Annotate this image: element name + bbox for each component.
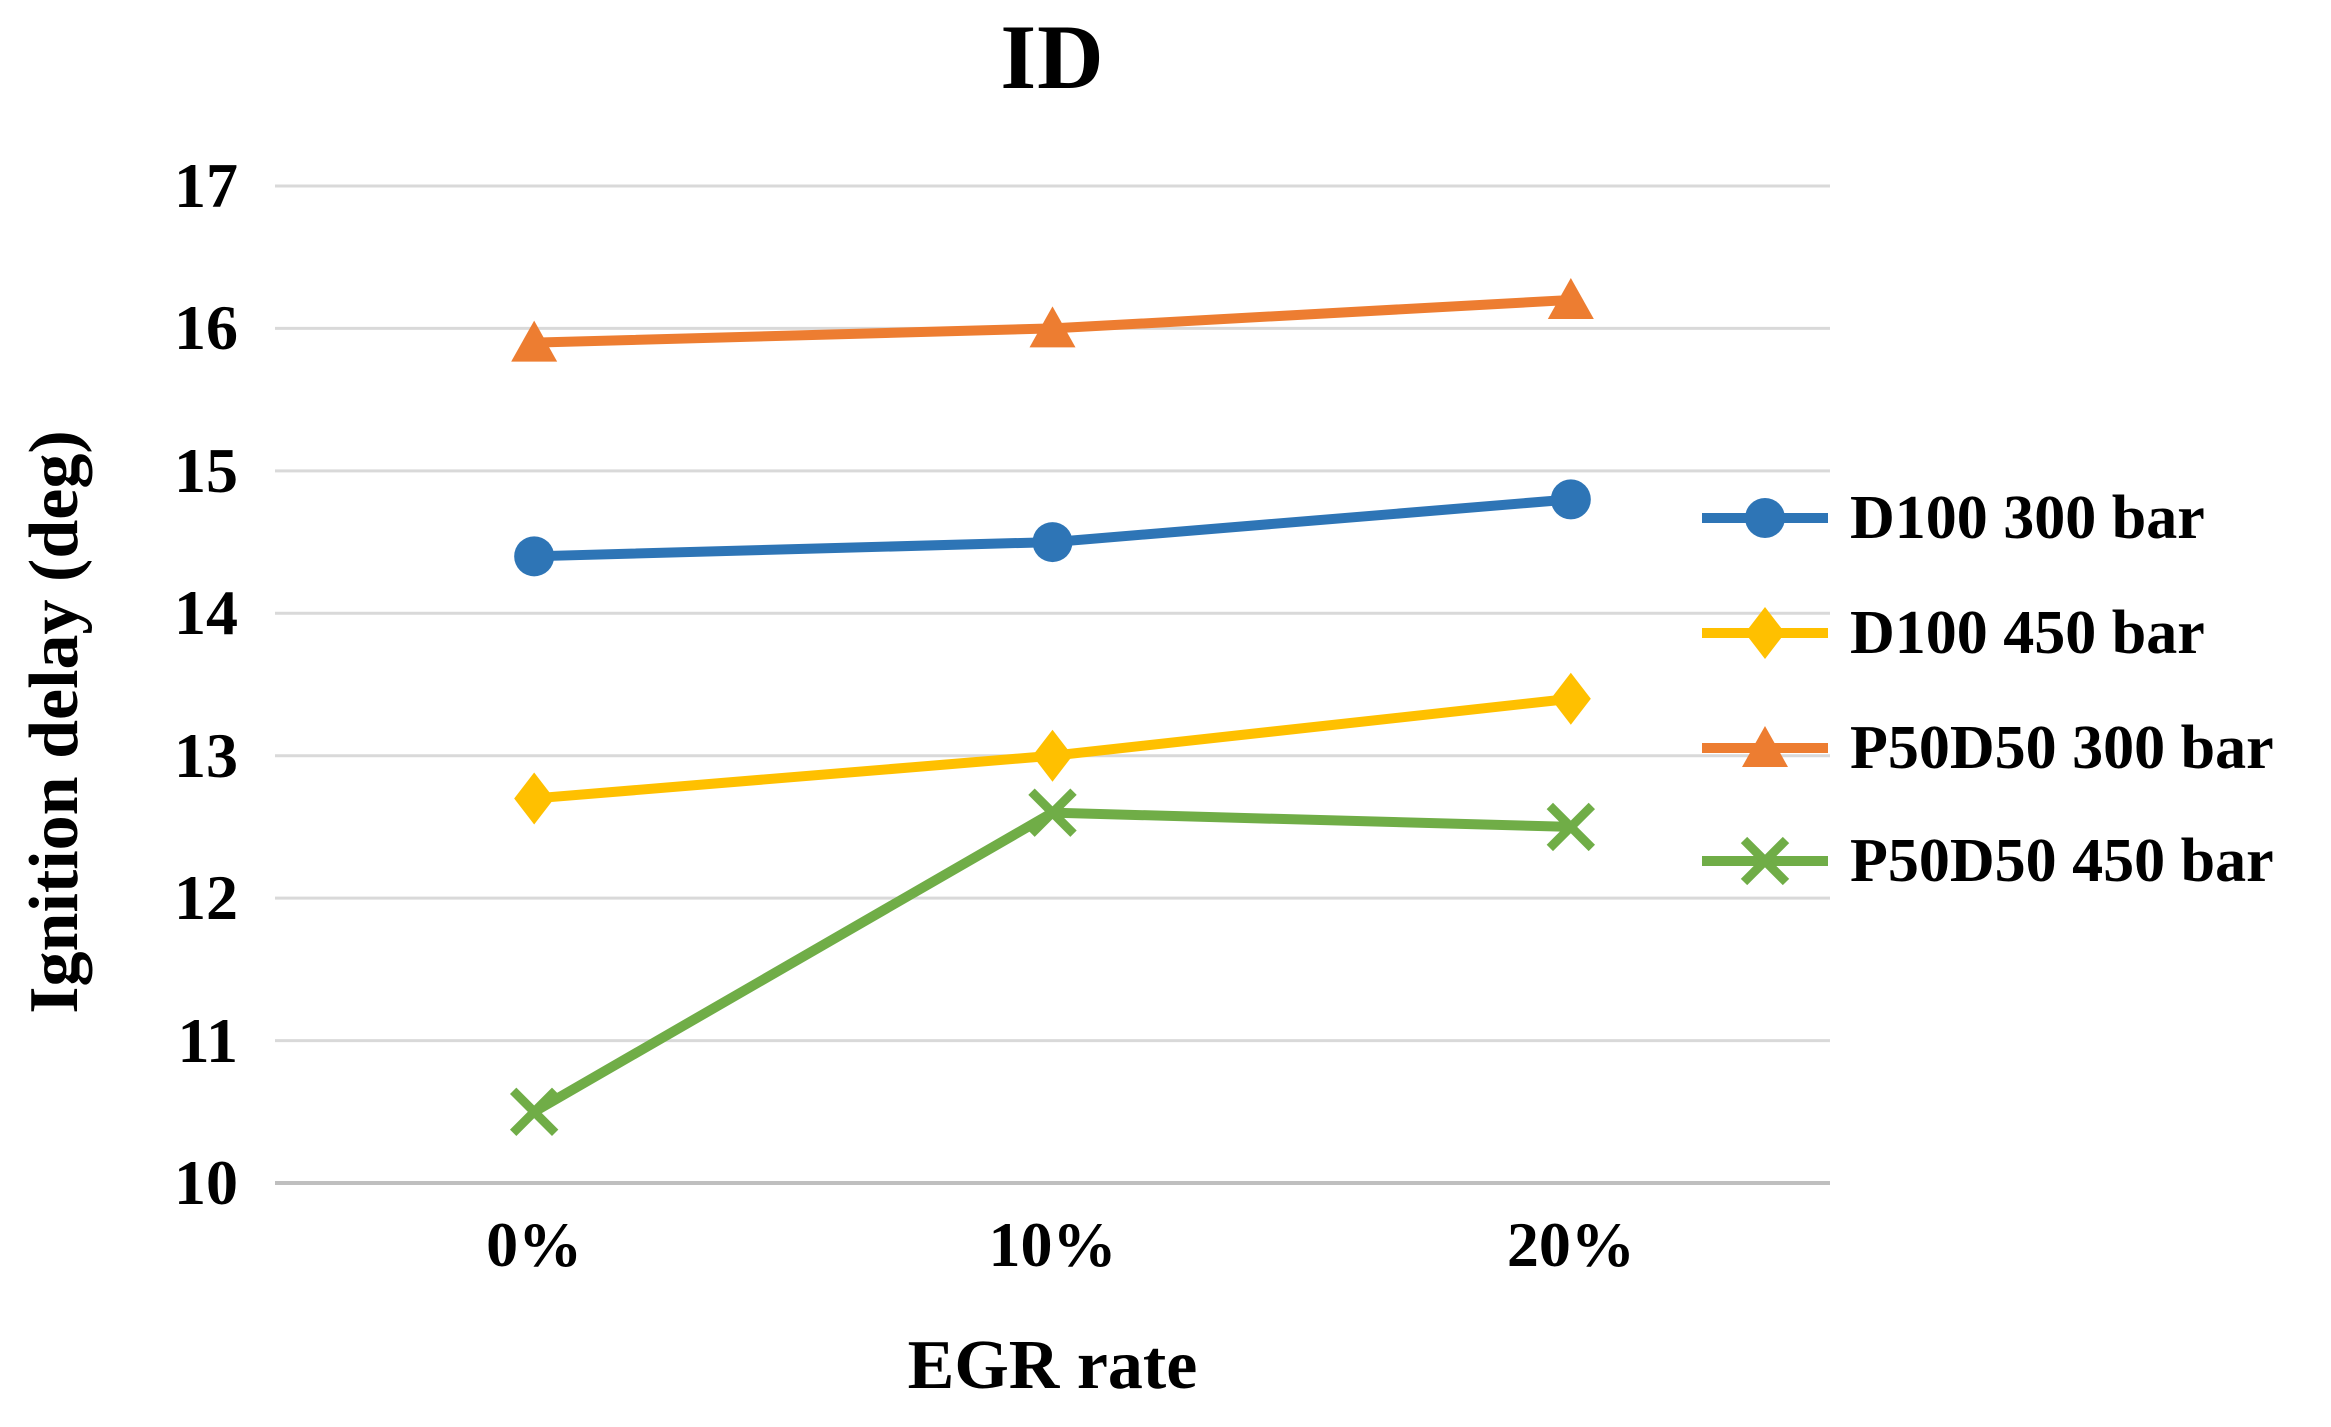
data-point-marker-triangle: [1029, 306, 1076, 348]
data-point-marker-circle: [1032, 522, 1073, 563]
y-tick-label: 13: [174, 719, 238, 791]
data-point-marker-x: [1546, 802, 1596, 852]
data-point-marker-circle: [514, 536, 555, 577]
x-marker-stroke: [1546, 802, 1596, 852]
data-point-marker-diamond: [1032, 729, 1073, 782]
data-point-marker-diamond: [1550, 672, 1591, 725]
x-marker-stroke: [1028, 788, 1077, 837]
chart-title: ID: [1000, 6, 1105, 108]
y-axis-title: Ignition delay (deg): [16, 430, 93, 1014]
x-tick-label: 20%: [1506, 1209, 1635, 1280]
y-tick-label: 15: [174, 434, 238, 506]
y-tick-label: 16: [174, 292, 238, 364]
x-marker-stroke: [509, 1087, 559, 1136]
y-tick-label: 14: [174, 577, 238, 649]
data-point-marker-triangle: [511, 320, 558, 362]
x-tick-label: 10%: [988, 1209, 1117, 1280]
data-point-marker-x: [1028, 788, 1077, 837]
series-line: [531, 807, 1571, 1117]
x-tick-label: 0%: [486, 1209, 583, 1280]
x-axis-title: EGR rate: [907, 1327, 1198, 1404]
data-point-marker-diamond: [514, 772, 555, 825]
y-tick-label: 17: [174, 150, 238, 221]
y-tick-label: 12: [174, 862, 238, 934]
data-point-marker-triangle: [1547, 277, 1594, 319]
data-point-marker-circle: [1550, 479, 1591, 520]
y-tick-label: 11: [177, 1004, 238, 1076]
data-point-marker-x: [509, 1087, 559, 1136]
y-tick-label: 10: [174, 1147, 238, 1218]
